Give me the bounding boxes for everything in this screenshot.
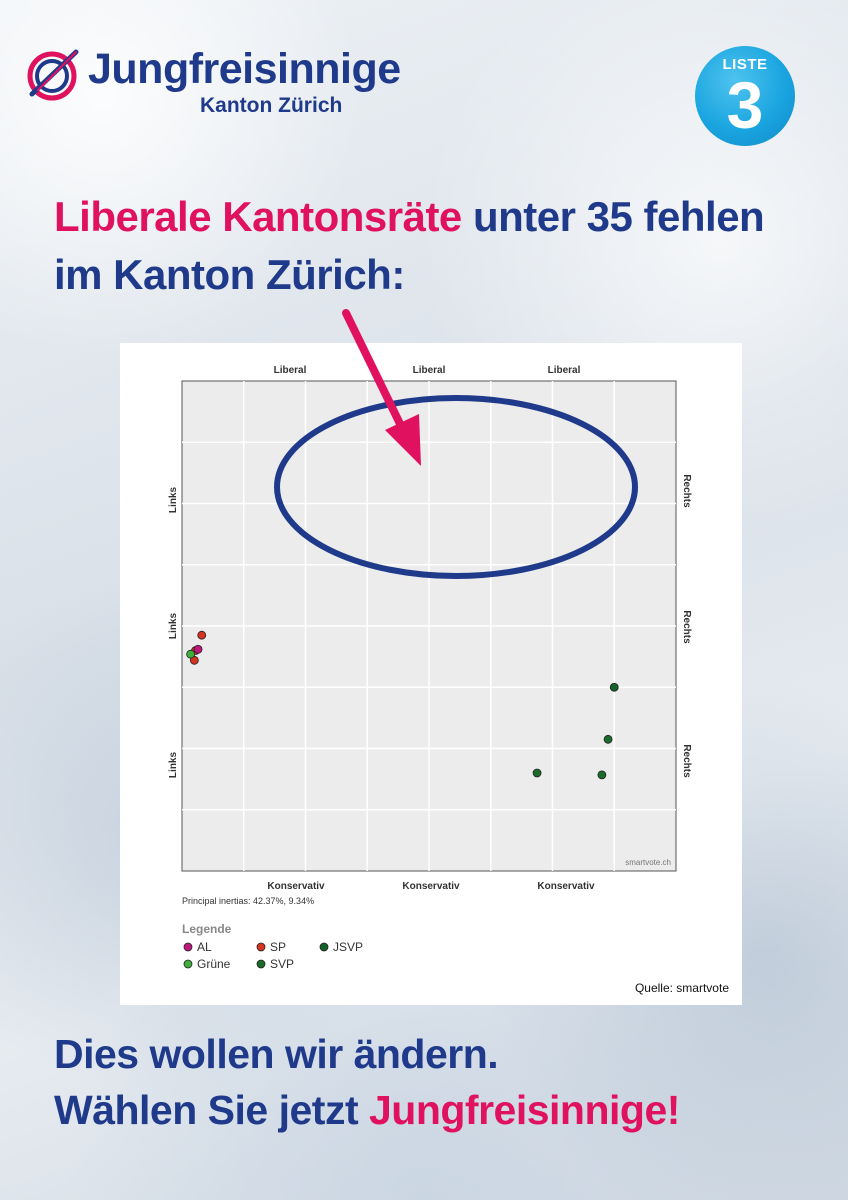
principal-inertias: Principal inertias: 42.37%, 9.34% [182, 896, 314, 906]
legend-marker [319, 942, 329, 952]
legend-label: SVP [270, 957, 294, 971]
headline-line-1: Liberale Kantonsräte unter 35 fehlen [54, 188, 814, 246]
bottom-label-3: Konservativ [537, 881, 595, 892]
legend: AL SP JSVP Grüne SVP [183, 940, 363, 971]
right-label-3: Rechts [681, 744, 692, 778]
legend-label: Grüne [197, 957, 231, 971]
footer-line-1: Dies wollen wir ändern. [54, 1031, 499, 1077]
legend-item: SP [256, 940, 286, 954]
bottom-label-1: Konservativ [267, 881, 325, 892]
headline-highlight: Liberale Kantonsräte [54, 193, 462, 240]
data-points [186, 630, 619, 780]
footer-line-2-blue: Wählen Sie jetzt [54, 1087, 369, 1133]
headline: Liberale Kantonsräte unter 35 fehlen im … [54, 188, 814, 304]
data-point-sp [197, 630, 207, 640]
logo-mark-icon [27, 49, 79, 101]
top-label-2: Liberal [413, 365, 446, 376]
legend-label: SP [270, 940, 286, 954]
right-label-2: Rechts [681, 610, 692, 644]
watermark: smartvote.ch [625, 858, 671, 867]
legend-item: Grüne [183, 957, 231, 971]
footer-text: Dies wollen wir ändern. Wählen Sie jetzt… [54, 1026, 834, 1138]
footer-line-2-pink: Jungfreisinnige! [369, 1087, 680, 1133]
left-label-2: Links [168, 613, 179, 640]
data-point-grne [186, 649, 196, 659]
logo: Jungfreisinnige Kanton Zürich [26, 42, 406, 122]
legend-item: SVP [256, 957, 294, 971]
data-point-svp [603, 734, 613, 744]
top-label-3: Liberal [548, 365, 581, 376]
legend-marker [256, 959, 266, 969]
legend-title: Legende [182, 922, 232, 936]
legend-item: JSVP [319, 940, 363, 954]
scatter-chart: Liberal Liberal Liberal Konservativ Kons… [168, 365, 729, 995]
source-note: Quelle: smartvote [635, 981, 729, 995]
data-point-al [193, 644, 203, 654]
legend-label: JSVP [333, 940, 363, 954]
gridlines [182, 381, 676, 871]
list-badge: LISTE 3 [695, 46, 795, 146]
legend-marker [183, 942, 193, 952]
list-badge-number: 3 [726, 68, 764, 142]
logo-name: Jungfreisinnige [88, 45, 401, 93]
chart-card: Liberal Liberal Liberal Konservativ Kons… [120, 343, 742, 1005]
legend-item: AL [183, 940, 212, 954]
legend-label: AL [197, 940, 212, 954]
headline-rest: unter 35 fehlen [461, 193, 765, 240]
legend-marker [183, 959, 193, 969]
legend-marker [256, 942, 266, 952]
data-point-jsvp [609, 682, 619, 692]
data-point-svp [597, 770, 607, 780]
right-label-1: Rechts [681, 474, 692, 508]
left-label-3: Links [168, 752, 179, 779]
logo-subtitle: Kanton Zürich [200, 94, 343, 117]
headline-line-2: im Kanton Zürich: [54, 251, 405, 298]
top-label-1: Liberal [274, 365, 307, 376]
bottom-label-2: Konservativ [402, 881, 460, 892]
list-badge-label: LISTE [722, 56, 768, 73]
footer-line-2: Wählen Sie jetzt Jungfreisinnige! [54, 1082, 834, 1138]
data-point-svp [532, 768, 542, 778]
left-label-1: Links [168, 487, 179, 514]
highlight-ellipse [274, 395, 638, 579]
